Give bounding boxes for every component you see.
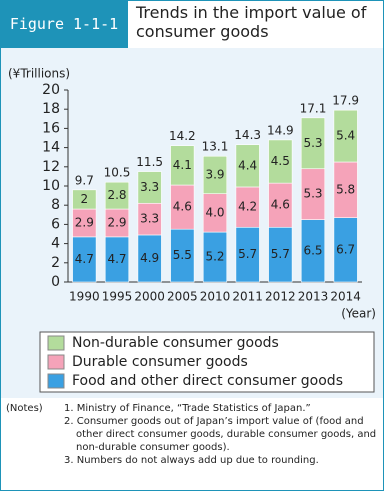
legend-swatch	[47, 373, 65, 389]
y-tick-label: 12	[42, 159, 60, 175]
data-label: 2.9	[75, 215, 94, 229]
data-label: 6.5	[303, 243, 322, 257]
x-tick-label: 2012	[265, 290, 296, 304]
x-tick-label: 2014	[330, 290, 361, 304]
bar-segment	[202, 155, 228, 194]
y-axis-label: (¥Trillions)	[8, 67, 70, 81]
data-label: 4.2	[238, 200, 257, 214]
total-label: 14.3	[234, 128, 261, 142]
total-label: 14.9	[267, 123, 294, 137]
y-tick-label: 8	[51, 197, 60, 213]
legend-box	[39, 331, 375, 393]
figure-label: Figure 1-1-1	[0, 0, 128, 48]
legend-label: Food and other direct consumer goods	[72, 373, 343, 389]
x-tick-label: 2005	[167, 290, 198, 304]
bar-segment	[268, 139, 293, 184]
y-tick-label: 0	[51, 274, 60, 290]
x-tick-label: 2011	[232, 290, 263, 304]
y-tick-label: 14	[42, 140, 60, 156]
note: 2. Consumer goods out of Japan’s import …	[64, 416, 377, 453]
data-label: 5.3	[303, 136, 322, 150]
y-tick-label: 10	[42, 178, 60, 194]
data-label: 4.1	[173, 158, 192, 172]
total-label: 9.7	[75, 173, 94, 187]
data-label: 3.3	[140, 180, 159, 194]
data-label: 4.7	[75, 252, 94, 266]
bar-segment	[104, 181, 130, 210]
total-label: 17.1	[300, 101, 327, 115]
data-label: 5.7	[271, 247, 290, 261]
x-tick-label: 2013	[298, 290, 329, 304]
total-label: 17.9	[332, 94, 359, 108]
data-label: 3.9	[205, 167, 224, 181]
data-label: 4.7	[107, 252, 126, 266]
y-tick-label: 2	[51, 255, 60, 271]
data-label: 5.2	[205, 250, 224, 264]
data-label: 2	[81, 192, 89, 206]
data-label: 3.3	[140, 212, 159, 226]
y-tick-label: 18	[42, 101, 60, 117]
data-label: 4.6	[271, 198, 290, 212]
notes-list: 1. Ministry of Finance, “Trade Statistic…	[64, 402, 378, 467]
chart-title: Trends in the import value of consumer g…	[136, 3, 367, 41]
data-label: 4.5	[271, 154, 290, 168]
notes: (Notes) 1. Ministry of Finance, “Trade S…	[6, 402, 378, 467]
legend-label: Non-durable consumer goods	[72, 335, 279, 351]
x-tick-label: 1990	[69, 290, 100, 304]
bar-segment	[333, 109, 358, 163]
total-label: 11.5	[136, 155, 163, 169]
data-label: 5.4	[336, 129, 355, 143]
x-tick-label: 2010	[200, 290, 231, 304]
bar-segment	[300, 117, 326, 170]
x-tick-label: 1995	[102, 290, 133, 304]
total-label: 13.1	[202, 140, 229, 154]
total-label: 10.5	[104, 166, 131, 180]
x-axis-label: (Year)	[341, 307, 376, 321]
data-label: 2.8	[107, 188, 126, 202]
data-label: 5.5	[173, 248, 192, 262]
total-label: 14.2	[169, 129, 196, 143]
bar-segment	[137, 171, 162, 204]
data-label: 4.4	[238, 158, 257, 172]
data-label: 6.7	[336, 242, 355, 256]
y-tick-label: 16	[42, 120, 60, 136]
data-label: 5.3	[303, 187, 322, 201]
y-tick-label: 20	[42, 82, 60, 98]
notes-label: (Notes)	[6, 403, 43, 414]
data-label: 5.7	[238, 247, 257, 261]
legend-swatch	[47, 335, 65, 351]
note: 3. Numbers do not always add up due to r…	[64, 455, 319, 466]
bar-segment	[170, 145, 195, 186]
bar-segment	[72, 189, 97, 210]
legend-swatch	[47, 354, 65, 370]
data-label: 2.9	[107, 215, 126, 229]
data-label: 4.0	[205, 205, 224, 219]
x-tick-label: 2000	[134, 290, 165, 304]
data-label: 4.6	[173, 200, 192, 214]
y-tick-label: 6	[51, 216, 60, 232]
data-label: 5.8	[336, 182, 355, 196]
note: 1. Ministry of Finance, “Trade Statistic…	[64, 403, 311, 414]
y-tick-label: 4	[51, 236, 60, 252]
data-label: 4.9	[140, 251, 159, 265]
legend-label: Durable consumer goods	[72, 354, 248, 370]
bar-segment	[235, 144, 260, 188]
